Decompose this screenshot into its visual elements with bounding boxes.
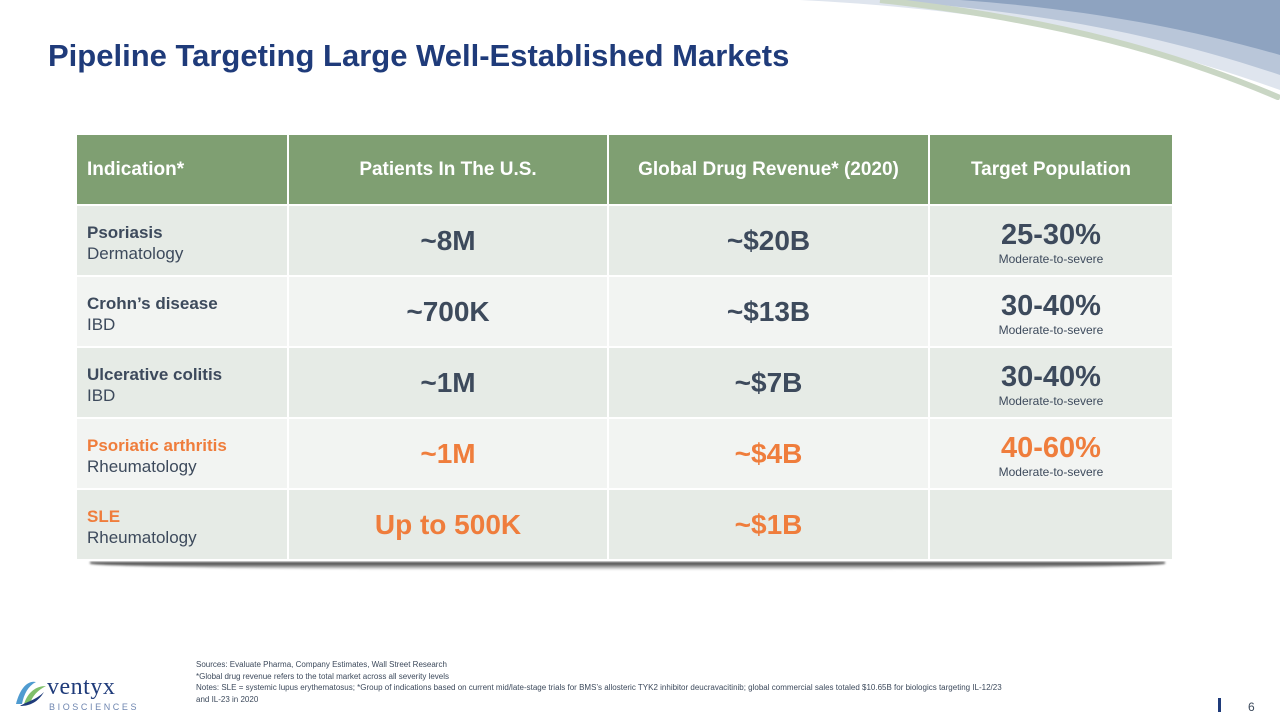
indication-cell: Psoriasis Dermatology: [77, 205, 289, 277]
target-cell: 30-40% Moderate-to-severe: [929, 276, 1172, 348]
ventyx-logo: ventyx BIOSCIENCES: [14, 674, 137, 716]
footnote-notes: Notes: SLE = systemic lupus erythematosu…: [196, 683, 1002, 692]
revenue-value: ~$7B: [608, 347, 930, 419]
header-indication: Indication*: [77, 135, 289, 206]
table-row: Psoriatic arthritis Rheumatology ~1M ~$4…: [77, 418, 1172, 490]
indication-cell: Ulcerative colitis IBD: [77, 347, 289, 419]
header-target: Target Population: [929, 135, 1172, 206]
target-note: Moderate-to-severe: [998, 252, 1104, 266]
patients-value: ~8M: [288, 205, 609, 277]
header-swoosh-decoration: [800, 0, 1280, 100]
header-patients: Patients In The U.S.: [288, 135, 609, 206]
indication-name: SLE: [87, 507, 121, 526]
table-header-row: Indication* Patients In The U.S. Global …: [77, 135, 1172, 206]
indication-name: Crohn’s disease: [87, 294, 218, 313]
patients-value: ~700K: [288, 276, 609, 348]
indication-area: Dermatology: [87, 244, 184, 263]
page-number: 6: [1248, 700, 1255, 714]
ventyx-logo-mark-icon: [16, 681, 46, 706]
target-note: Moderate-to-severe: [998, 323, 1104, 337]
slide-title: Pipeline Targeting Large Well-Establishe…: [48, 38, 790, 73]
footnote-sources: Sources: Evaluate Pharma, Company Estima…: [196, 660, 447, 669]
indication-area: Rheumatology: [87, 528, 197, 547]
revenue-value: ~$1B: [608, 489, 930, 561]
table-row: Ulcerative colitis IBD ~1M ~$7B 30-40% M…: [77, 347, 1172, 419]
target-note: Moderate-to-severe: [998, 394, 1104, 408]
indication-name: Ulcerative colitis: [87, 365, 223, 384]
indication-cell: Psoriatic arthritis Rheumatology: [77, 418, 289, 490]
revenue-value: ~$4B: [608, 418, 930, 490]
target-cell: 30-40% Moderate-to-severe: [929, 347, 1172, 419]
market-table-container: Indication* Patients In The U.S. Global …: [77, 135, 1172, 561]
target-cell: 40-60% Moderate-to-severe: [929, 418, 1172, 490]
logo-wordmark: ventyx: [47, 674, 116, 700]
target-value: 25-30%: [1001, 219, 1101, 251]
revenue-value: ~$20B: [608, 205, 930, 277]
indication-area: Rheumatology: [87, 457, 197, 476]
footnote-notes-cont: and IL-23 in 2020: [196, 694, 259, 704]
target-value: 40-60%: [1001, 432, 1101, 464]
table-shadow-decoration: [90, 562, 1165, 570]
indication-cell: Crohn’s disease IBD: [77, 276, 289, 348]
indication-area: IBD: [87, 386, 116, 405]
target-value: 30-40%: [1001, 290, 1101, 322]
market-table: Indication* Patients In The U.S. Global …: [77, 135, 1172, 561]
indication-name: Psoriatic arthritis: [87, 436, 227, 455]
patients-value: ~1M: [288, 418, 609, 490]
footnote-revenue: *Global drug revenue refers to the total…: [196, 671, 450, 681]
footnotes: Sources: Evaluate Pharma, Company Estima…: [196, 659, 1176, 705]
page-indicator-bar: [1218, 698, 1221, 712]
patients-value: ~1M: [288, 347, 609, 419]
logo-subtitle: BIOSCIENCES: [49, 702, 140, 712]
table-row: Psoriasis Dermatology ~8M ~$20B 25-30% M…: [77, 205, 1172, 277]
indication-cell: SLE Rheumatology: [77, 489, 289, 561]
table-row: SLE Rheumatology Up to 500K ~$1B: [77, 489, 1172, 561]
table-row: Crohn’s disease IBD ~700K ~$13B 30-40% M…: [77, 276, 1172, 348]
revenue-value: ~$13B: [608, 276, 930, 348]
target-note: Moderate-to-severe: [998, 465, 1104, 479]
target-cell: 25-30% Moderate-to-severe: [929, 205, 1172, 277]
patients-value: Up to 500K: [288, 489, 609, 561]
target-value: 30-40%: [1001, 361, 1101, 393]
indication-area: IBD: [87, 315, 116, 334]
indication-name: Psoriasis: [87, 223, 163, 242]
header-revenue: Global Drug Revenue* (2020): [608, 135, 930, 206]
target-cell: [929, 489, 1172, 561]
